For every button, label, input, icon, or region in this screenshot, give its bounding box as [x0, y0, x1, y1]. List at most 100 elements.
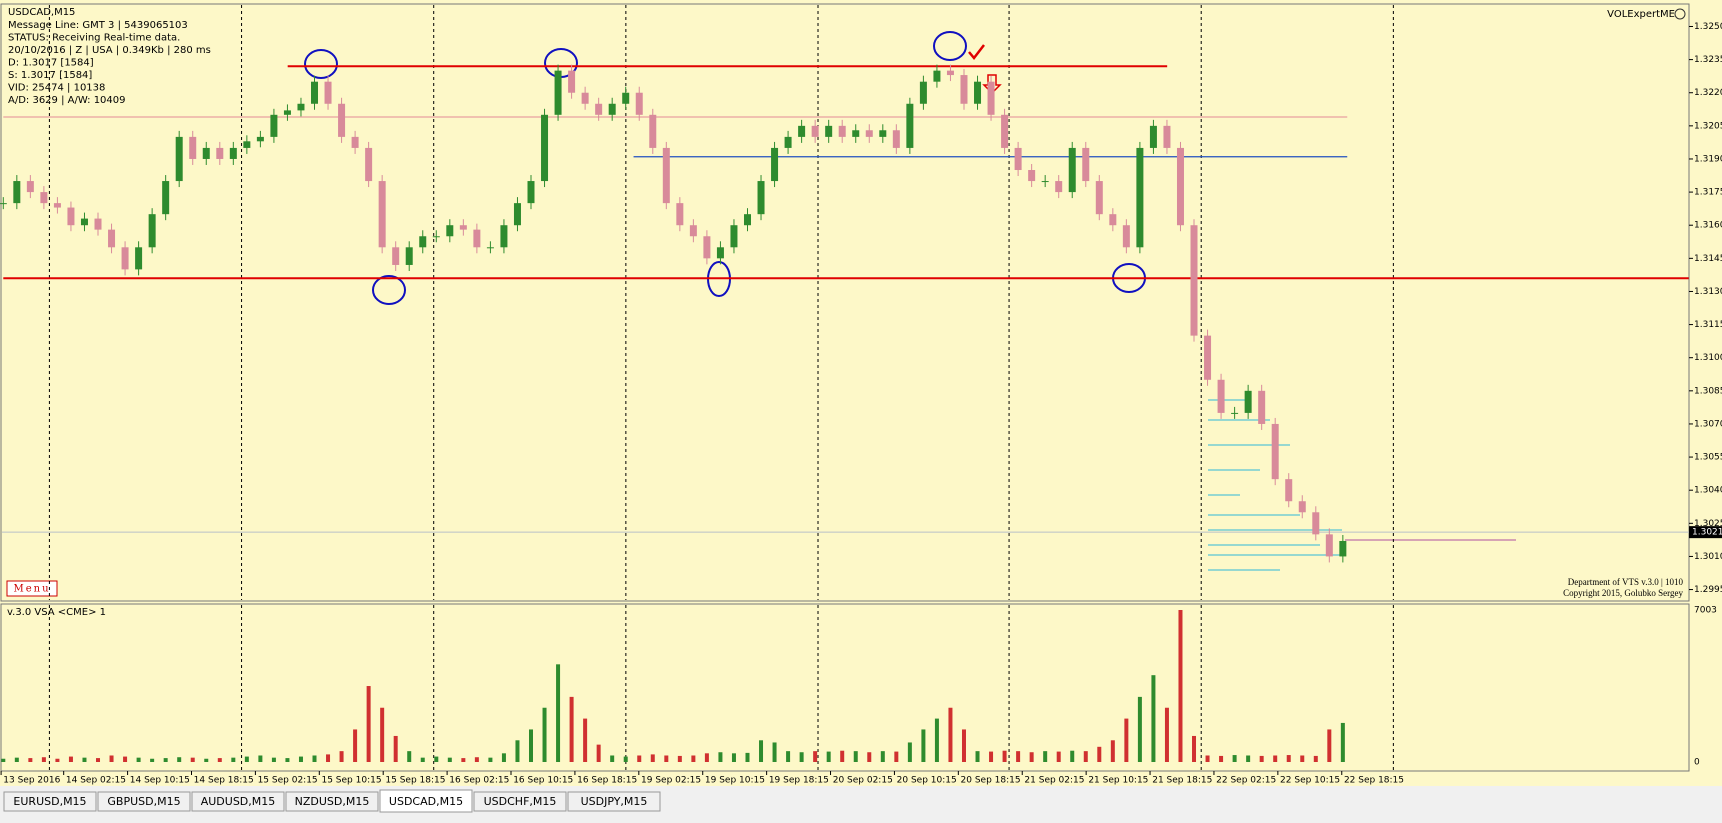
tab-label[interactable]: AUDUSD,M15	[201, 795, 276, 808]
volume-bar	[231, 757, 236, 762]
candle	[283, 110, 291, 115]
status-line: D: 1.3017 [1584]	[8, 58, 94, 69]
candle	[405, 247, 413, 265]
candle	[771, 147, 779, 182]
volume-bar	[1, 758, 6, 762]
y-tick-label: 1.3025	[1694, 519, 1722, 529]
candle	[216, 147, 224, 159]
volume-bar	[1016, 751, 1021, 762]
tab-label[interactable]: GBPUSD,M15	[107, 795, 180, 808]
volume-bar	[1219, 755, 1224, 762]
candle	[1028, 170, 1036, 182]
volume-bar	[1273, 755, 1278, 762]
candle	[432, 236, 440, 238]
tab[interactable]	[285, 791, 379, 812]
volume-bar	[759, 740, 764, 762]
circle	[304, 49, 338, 79]
x-tick-label: 14 Sep 18:15	[194, 776, 254, 786]
candle	[256, 136, 264, 142]
volume-bar	[786, 751, 791, 762]
volume-bar	[650, 754, 655, 762]
menu-button[interactable]	[6, 580, 58, 597]
check-mark	[968, 44, 985, 60]
tab-label[interactable]: NZDUSD,M15	[295, 795, 370, 808]
tab[interactable]	[3, 791, 97, 812]
tab[interactable]	[473, 791, 567, 812]
volume-bar	[704, 753, 709, 762]
menu-label[interactable]: Menu	[13, 584, 50, 595]
candle	[297, 103, 305, 111]
volume-bar	[312, 755, 317, 762]
volume-bar	[1178, 610, 1183, 762]
down-arrow	[982, 74, 1002, 95]
candle	[121, 247, 129, 270]
tab-label[interactable]: USDJPY,M15	[581, 795, 648, 808]
volume-bar	[474, 757, 479, 762]
volume-bar	[664, 755, 669, 762]
y-tick-label: 1.3100	[1694, 353, 1722, 363]
candle	[1244, 390, 1252, 413]
candle	[608, 103, 616, 115]
candle	[378, 181, 386, 248]
candle	[202, 147, 210, 159]
candle	[1258, 390, 1266, 424]
y-tick-label: 1.3250	[1694, 22, 1722, 32]
volume-bar	[1259, 755, 1264, 762]
tab[interactable]	[567, 791, 661, 812]
candle	[987, 81, 995, 115]
candle	[676, 203, 684, 226]
tab[interactable]	[191, 791, 285, 812]
volume-bar	[813, 751, 818, 762]
x-tick-label: 19 Sep 18:15	[769, 776, 829, 786]
candle	[581, 92, 589, 104]
candle	[716, 247, 724, 259]
candle	[649, 114, 657, 148]
tab-label[interactable]: EURUSD,M15	[13, 795, 86, 808]
tab[interactable]	[97, 791, 191, 812]
volume-bar	[204, 758, 209, 762]
volume-bar	[177, 757, 182, 762]
x-tick-label: 15 Sep 02:15	[258, 776, 318, 786]
volume-bar	[1286, 755, 1291, 762]
volume-bar	[1029, 752, 1034, 762]
candle	[419, 236, 427, 248]
tab[interactable]	[379, 789, 473, 813]
volume-bar	[637, 755, 642, 762]
candle	[135, 247, 143, 270]
candle	[229, 147, 237, 159]
candle	[1055, 181, 1063, 193]
candle	[513, 203, 521, 226]
candle	[1271, 423, 1279, 480]
candle	[1001, 114, 1009, 148]
candle	[1325, 534, 1333, 557]
volume-bar	[867, 752, 872, 762]
x-tick-label: 19 Sep 02:15	[641, 776, 701, 786]
volume-bar	[528, 729, 533, 762]
x-tick-label: 15 Sep 18:15	[385, 776, 445, 786]
candle	[892, 130, 900, 148]
tab-label[interactable]: USDCAD,M15	[389, 795, 463, 808]
candle	[541, 114, 549, 182]
candle	[1082, 147, 1090, 182]
candle	[730, 225, 738, 248]
volume-bar	[623, 756, 628, 762]
volume-bar	[68, 756, 73, 762]
volume-bar	[731, 753, 736, 762]
candle	[486, 247, 494, 249]
x-tick-label: 21 Sep 02:15	[1024, 776, 1084, 786]
tab-label[interactable]: USDCHF,M15	[484, 795, 557, 808]
candle	[1339, 540, 1347, 557]
candle	[311, 81, 319, 104]
candle	[852, 130, 860, 137]
candle	[757, 181, 765, 215]
volume-bar	[1151, 675, 1156, 762]
candle	[879, 130, 887, 137]
candle	[13, 181, 21, 204]
credit: Department of VTS v.3.0 | 1010	[1568, 577, 1684, 587]
candle	[622, 92, 630, 104]
symbol: USDCAD,M15	[8, 7, 75, 18]
volume-bar	[989, 751, 994, 762]
indicator-icon	[1674, 8, 1686, 20]
candle	[946, 70, 954, 76]
